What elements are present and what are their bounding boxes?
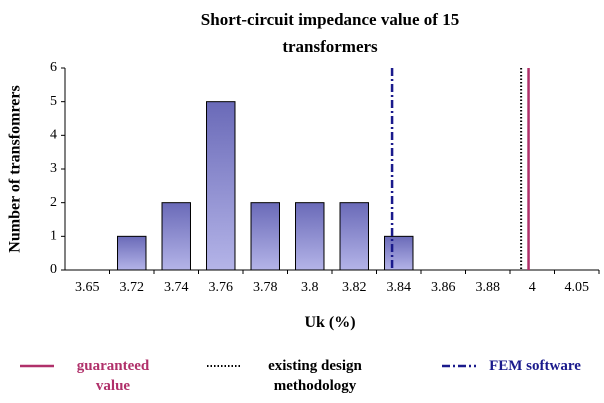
x-tick-label: 3.72 xyxy=(120,280,145,295)
legend-label: FEM software xyxy=(489,358,581,374)
x-tick-label: 3.8 xyxy=(301,280,319,295)
bar xyxy=(206,101,236,271)
x-tick-label: 3.84 xyxy=(387,280,412,295)
legend-item: guaranteed value xyxy=(18,356,168,396)
bar xyxy=(117,235,147,271)
legend-swatch xyxy=(20,364,54,368)
y-tick-label: 2 xyxy=(50,195,57,210)
legend-swatch xyxy=(207,365,241,367)
y-tick-label: 5 xyxy=(50,94,57,109)
legend-item: existing design methodology xyxy=(205,356,385,396)
x-tick-label: 3.74 xyxy=(164,280,189,295)
x-axis-label: Uk (%) xyxy=(304,314,356,331)
bar xyxy=(295,202,325,271)
x-tick-label: 3.82 xyxy=(342,280,367,295)
y-tick-label: 3 xyxy=(50,161,57,176)
y-tick-label: 6 xyxy=(50,60,57,75)
bar xyxy=(250,202,280,271)
x-tick-label: 3.78 xyxy=(253,280,278,295)
x-tick-label: 3.65 xyxy=(75,280,100,295)
x-tick-label: 4 xyxy=(529,280,536,295)
legend-item: FEM software xyxy=(440,356,590,376)
legend-label: guaranteed value xyxy=(76,358,150,394)
bar xyxy=(384,235,414,271)
x-tick-label: 4.05 xyxy=(565,280,590,295)
x-tick-label: 3.88 xyxy=(476,280,501,295)
x-tick-label: 3.76 xyxy=(209,280,234,295)
y-tick-label: 1 xyxy=(50,229,57,244)
legend-swatch xyxy=(442,364,476,368)
bar xyxy=(339,202,369,271)
bar xyxy=(161,202,191,271)
chart-title: Short-circuit impedance value of 15 tran… xyxy=(200,10,460,56)
y-axis-label: Number of transfomrers xyxy=(7,85,24,252)
legend-label: existing design methodology xyxy=(268,358,362,394)
y-tick-label: 0 xyxy=(50,262,57,277)
y-tick-label: 4 xyxy=(50,128,57,143)
x-tick-label: 3.86 xyxy=(431,280,456,295)
